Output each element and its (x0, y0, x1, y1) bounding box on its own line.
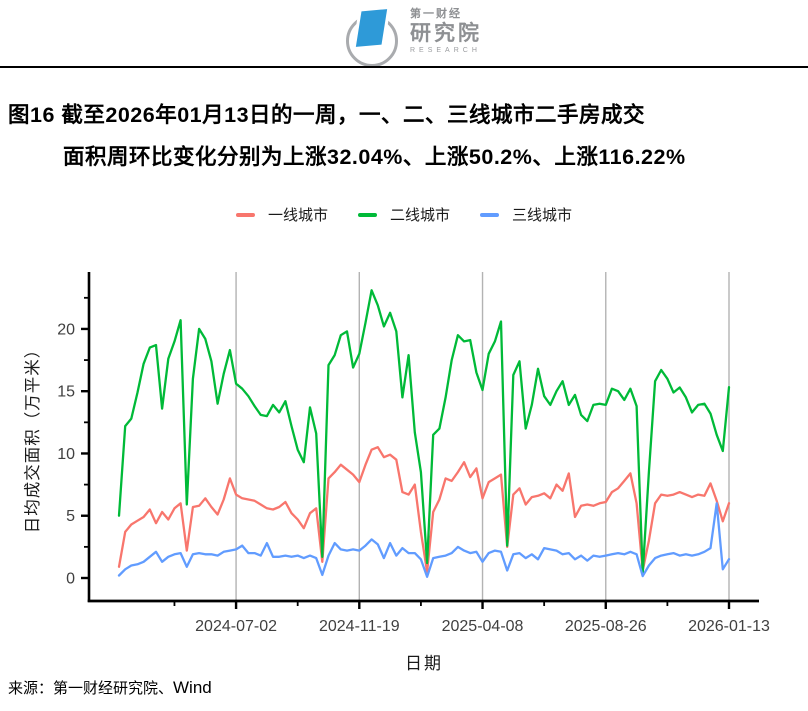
y-tick-label: 10 (57, 446, 75, 463)
x-tick-label: 2024-07-02 (195, 618, 277, 635)
logo-mark-icon (344, 8, 406, 67)
source-brand: Wind (173, 678, 212, 697)
figure-title: 图16 截至2026年01月13日的一周，一、二、三线城市二手房成交 面积周环比… (8, 94, 800, 178)
tick-marks (81, 296, 731, 609)
x-tick-label: 2025-08-26 (565, 618, 647, 635)
figure-title-line1: 图16 截至2026年01月13日的一周，一、二、三线城市二手房成交 (8, 103, 646, 127)
x-tick-label: 2025-04-08 (442, 618, 524, 635)
x-axis-title: 日期 (405, 654, 443, 673)
logo-brand-en: RESEARCH (410, 47, 481, 54)
y-tick-label: 15 (57, 384, 75, 401)
legend-swatch-tier3 (480, 212, 499, 217)
legend-label-tier1: 一线城市 (267, 207, 328, 224)
logo-brand-small: 第一财经 (410, 8, 462, 20)
source-note: 来源：第一财经研究院、Wind (8, 677, 212, 698)
legend-item-tier2: 二线城市 (357, 204, 450, 225)
y-tick-label: 0 (66, 571, 75, 588)
chart-legend: 一线城市 二线城市 三线城市 (0, 204, 808, 225)
y-tick-label: 5 (66, 508, 75, 525)
series-line-2 (117, 289, 731, 575)
figure-title-line2: 面积周环比变化分别为上涨32.04%、上涨50.2%、上涨116.22% (63, 145, 686, 169)
yicai-research-logo: 第一财经 研究院 RESEARCH (344, 8, 482, 67)
legend-swatch-tier2 (357, 212, 377, 217)
legend-label-tier3: 三线城市 (512, 207, 573, 224)
series-lines (117, 289, 731, 578)
logo-text: 第一财经 研究院 RESEARCH (410, 8, 482, 56)
legend-label-tier2: 二线城市 (389, 207, 450, 224)
gridlines (235, 272, 730, 601)
logo-brand-large: 研究院 (410, 22, 482, 45)
y-tick-label: 20 (57, 321, 75, 338)
header-divider (0, 66, 808, 68)
y-axis-title: 日均成交面积（万平米） (24, 340, 42, 534)
source-label: 来源：第一财经研究院、 (8, 680, 174, 697)
legend-item-tier1: 一线城市 (235, 204, 328, 225)
tick-labels: 0 5 10 15 20 2024-07-02 2024-11-19 2025-04-08 20… (57, 321, 770, 635)
series-line-1 (117, 446, 731, 573)
legend-item-tier3: 三线城市 (480, 204, 572, 225)
x-tick-label: 2026-01-13 (688, 618, 770, 635)
series-line-3 (117, 502, 731, 578)
legend-swatch-tier1 (235, 212, 255, 217)
x-tick-label: 2024-11-19 (319, 618, 400, 635)
